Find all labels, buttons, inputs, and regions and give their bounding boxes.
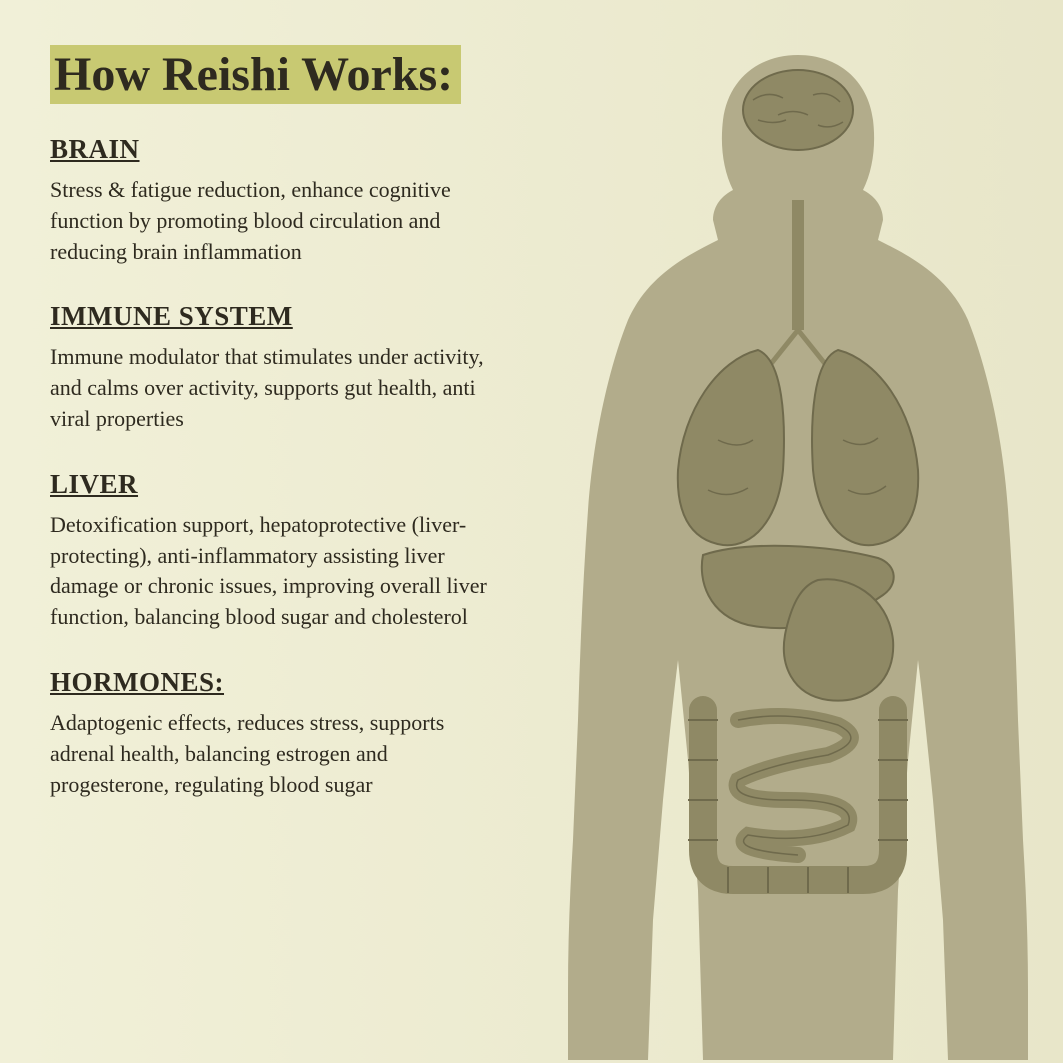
section-brain: BRAIN Stress & fatigue reduction, enhanc… [50, 134, 510, 267]
section-heading: IMMUNE SYSTEM [50, 301, 510, 332]
page-title: How Reishi Works: [50, 45, 461, 104]
section-liver: LIVER Detoxification support, hepatoprot… [50, 469, 510, 633]
anatomy-illustration [528, 40, 1063, 1060]
section-body: Immune modulator that stimulates under a… [50, 342, 510, 434]
trachea-organ-icon [795, 200, 801, 330]
section-heading: LIVER [50, 469, 510, 500]
section-immune: IMMUNE SYSTEM Immune modulator that stim… [50, 301, 510, 434]
section-body: Detoxification support, hepatoprotective… [50, 510, 510, 633]
section-hormones: HORMONES: Adaptogenic effects, reduces s… [50, 667, 510, 800]
content-column: How Reishi Works: BRAIN Stress & fatigue… [0, 0, 560, 879]
brain-organ-icon [743, 70, 853, 150]
section-body: Stress & fatigue reduction, enhance cogn… [50, 175, 510, 267]
section-body: Adaptogenic effects, reduces stress, sup… [50, 708, 510, 800]
section-heading: BRAIN [50, 134, 510, 165]
section-heading: HORMONES: [50, 667, 510, 698]
